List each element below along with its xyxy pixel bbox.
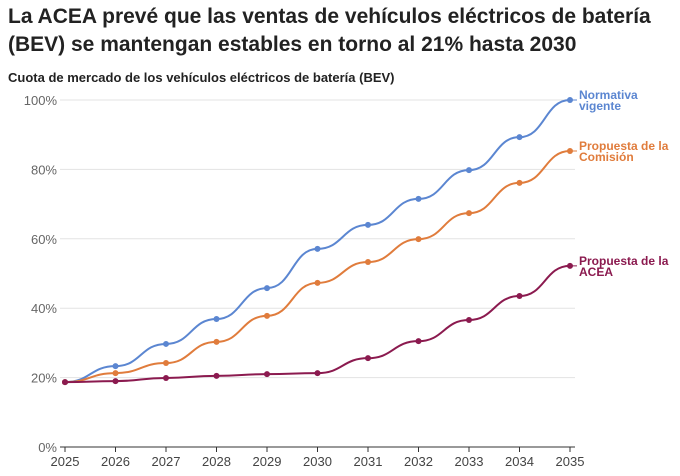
series-label: Normativa vigente	[579, 88, 638, 113]
data-point	[112, 378, 119, 385]
data-point	[213, 372, 220, 379]
chart-subtitle: Cuota de mercado de los vehículos eléctr…	[8, 70, 395, 85]
x-tick-label: 2033	[455, 454, 484, 469]
y-tick-label: 60%	[31, 232, 57, 247]
y-tick-label: 100%	[24, 93, 58, 108]
x-tick-label: 2029	[253, 454, 282, 469]
data-point	[415, 236, 422, 243]
data-point	[112, 363, 119, 370]
y-tick-label: 80%	[31, 162, 57, 177]
data-point	[516, 179, 523, 186]
x-tick-label: 2027	[152, 454, 181, 469]
series-line-1	[64, 150, 571, 384]
data-point	[466, 316, 472, 323]
data-point	[264, 285, 270, 292]
x-tick-label: 2025	[51, 454, 80, 469]
x-tick-label: 2034	[505, 454, 534, 469]
y-tick-label: 40%	[31, 301, 57, 316]
data-point	[314, 370, 321, 377]
x-tick-label: 2026	[101, 454, 130, 469]
data-point	[415, 338, 422, 345]
y-tick-label: 0%	[38, 440, 57, 455]
x-tick-label: 2030	[303, 454, 332, 469]
x-tick-label: 2035	[556, 454, 585, 469]
data-point	[264, 312, 270, 319]
data-point	[466, 167, 472, 174]
x-tick-label: 2032	[404, 454, 433, 469]
x-tick-label: 2028	[202, 454, 231, 469]
data-point	[163, 374, 169, 381]
series-line-0	[64, 99, 571, 384]
data-point	[264, 371, 270, 378]
data-point	[163, 360, 169, 367]
chart-title: La ACEA prevé que las ventas de vehículo…	[8, 5, 651, 56]
data-point	[466, 210, 472, 217]
data-point	[516, 134, 523, 141]
data-point	[112, 370, 119, 377]
x-tick-label: 2031	[354, 454, 383, 469]
series-label: Propuesta de la Comisión	[579, 139, 669, 164]
data-point	[213, 338, 220, 345]
data-point	[516, 293, 523, 300]
data-point	[62, 379, 68, 386]
series-label: Propuesta de la ACEA	[579, 254, 669, 279]
data-point	[365, 259, 371, 266]
data-point	[314, 245, 321, 252]
data-point	[213, 315, 220, 322]
series-line-2	[64, 264, 571, 384]
data-point	[415, 195, 422, 202]
y-tick-label: 20%	[31, 371, 57, 386]
data-point	[314, 279, 321, 286]
data-point	[365, 221, 371, 228]
data-point	[163, 340, 169, 347]
data-point	[365, 355, 371, 362]
